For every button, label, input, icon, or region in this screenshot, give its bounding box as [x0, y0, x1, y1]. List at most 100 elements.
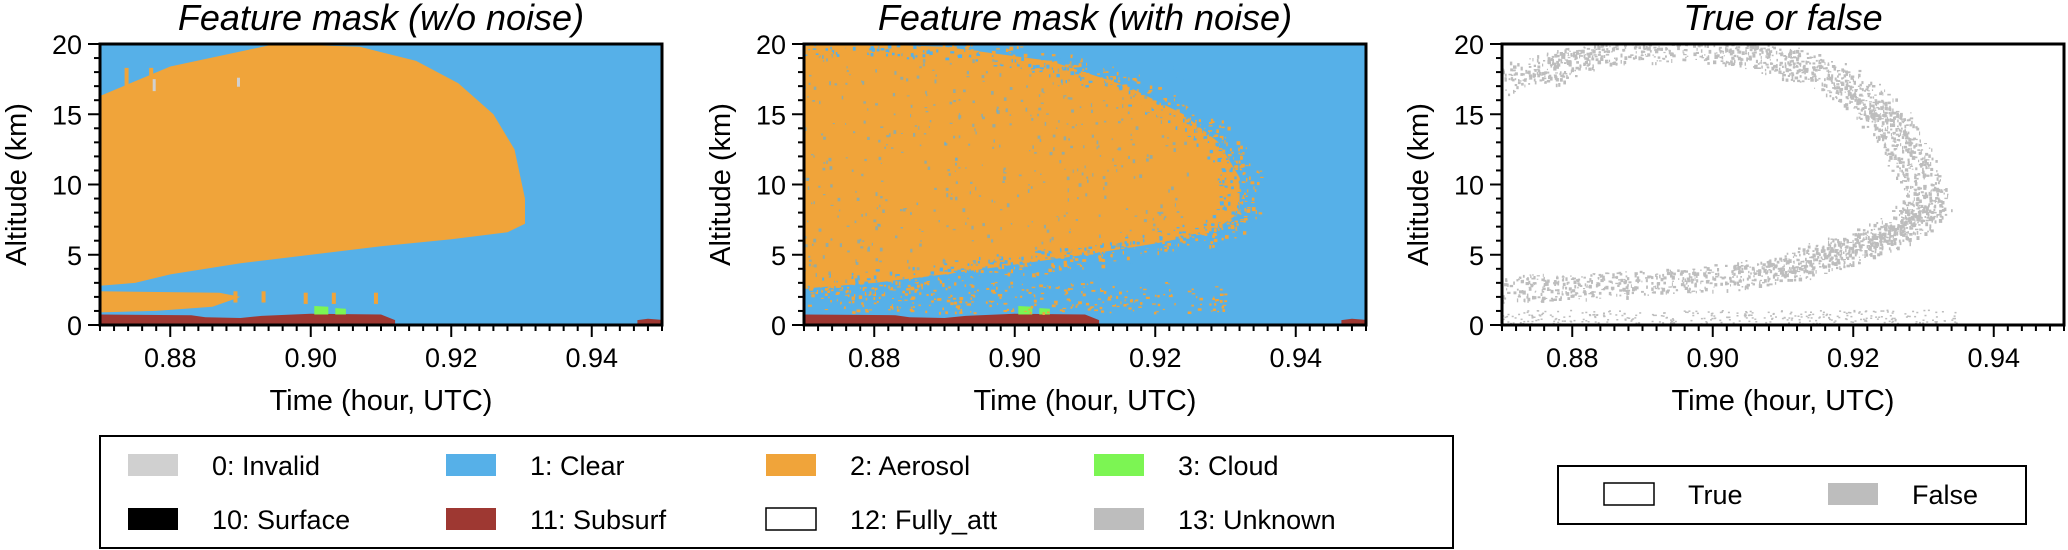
noise-pixel	[1123, 247, 1127, 251]
false-pixel	[1860, 95, 1864, 97]
false-pixel	[1583, 288, 1586, 290]
false-pixel	[1888, 111, 1891, 115]
false-pixel	[1603, 278, 1606, 281]
noise-pixel	[872, 291, 875, 295]
noise-pixel	[1238, 165, 1240, 169]
false-pixel	[1944, 197, 1948, 200]
false-pixel	[1783, 264, 1785, 267]
false-pixel	[1498, 80, 1499, 82]
false-pixel	[1518, 80, 1522, 82]
false-pixel	[1812, 273, 1815, 277]
false-pixel	[1850, 97, 1855, 100]
false-pixel	[1918, 164, 1920, 166]
false-pixel	[1859, 259, 1861, 261]
false-pixel	[1550, 58, 1554, 60]
noise-pixel	[1132, 241, 1136, 245]
false-pixel	[1828, 74, 1830, 76]
false-pixel	[1735, 46, 1738, 50]
noise-pixel	[1157, 251, 1159, 256]
noise-pixel	[928, 126, 930, 128]
noise-pixel	[1187, 290, 1192, 293]
noise-pixel	[1054, 258, 1056, 261]
false-pixel	[1854, 242, 1857, 245]
noise-pixel	[1168, 120, 1171, 124]
noise-pixel	[1017, 194, 1020, 198]
false-pixel	[1657, 47, 1661, 51]
false-pixel	[1791, 270, 1795, 274]
false-pixel	[1597, 46, 1600, 48]
false-pixel	[1579, 53, 1582, 55]
false-pixel	[1720, 282, 1723, 286]
noise-pixel	[1051, 74, 1055, 76]
false-pixel	[1699, 55, 1703, 58]
false-pixel	[1605, 53, 1610, 56]
noise-pixel	[833, 289, 837, 294]
noise-pixel	[1124, 280, 1127, 284]
false-pixel	[1587, 55, 1591, 58]
noise-pixel	[1059, 267, 1062, 271]
false-pixel	[1778, 270, 1781, 272]
false-pixel	[1503, 69, 1505, 73]
noise-pixel	[1210, 118, 1214, 122]
false-pixel	[1873, 245, 1876, 249]
noise-pixel	[1243, 218, 1248, 221]
false-pixel	[1556, 63, 1561, 67]
false-pixel	[1883, 226, 1887, 231]
noise-pixel	[910, 114, 912, 118]
noise-pixel	[1165, 242, 1168, 244]
false-pixel	[1877, 107, 1880, 110]
noise-pixel	[1244, 192, 1246, 195]
false-pixel	[1872, 114, 1876, 118]
false-pixel	[1728, 62, 1731, 66]
noise-pixel	[1130, 243, 1132, 246]
noise-pixel	[1218, 149, 1223, 152]
noise-pixel	[1067, 188, 1069, 193]
noise-pixel	[1210, 241, 1213, 244]
noise-pixel	[1081, 283, 1085, 286]
noise-pixel	[985, 268, 990, 273]
false-pixel	[1543, 276, 1545, 280]
false-pixel	[1851, 250, 1855, 254]
false-pixel	[1620, 60, 1622, 64]
false-pixel	[1805, 67, 1809, 72]
noise-pixel	[953, 270, 958, 273]
false-pixel	[1696, 272, 1700, 276]
noise-pixel	[857, 239, 860, 244]
noise-pixel	[1234, 222, 1237, 226]
false-pixel	[1868, 248, 1872, 251]
false-pixel	[1854, 252, 1857, 257]
noise-pixel	[978, 195, 982, 197]
noise-pixel	[1020, 295, 1023, 298]
noise-pixel	[1153, 223, 1156, 227]
noise-pixel	[1039, 67, 1043, 69]
noise-pixel	[1179, 93, 1182, 98]
noise-pixel	[1197, 232, 1200, 234]
false-pixel	[1914, 224, 1917, 227]
false-pixel	[1778, 70, 1782, 74]
noise-pixel	[1243, 189, 1248, 193]
noise-pixel	[1240, 201, 1242, 206]
false-pixel	[1907, 212, 1909, 216]
noise-pixel	[1194, 113, 1197, 116]
false-pixel	[1857, 235, 1859, 238]
false-pixel	[1915, 215, 1919, 217]
noise-pixel	[834, 279, 837, 283]
false-pixel	[1626, 285, 1629, 290]
false-pixel	[1512, 78, 1515, 82]
false-pixel	[1507, 291, 1511, 294]
false-pixel	[1862, 103, 1866, 106]
false-pixel	[1625, 286, 1628, 289]
false-pixel	[1917, 210, 1922, 214]
false-pixel	[1794, 315, 1797, 317]
noise-pixel	[1175, 236, 1179, 240]
noise-pixel	[897, 51, 902, 54]
false-pixel	[1800, 265, 1803, 268]
false-pixel	[1871, 120, 1874, 123]
false-pixel	[1864, 256, 1866, 258]
false-pixel	[1761, 50, 1764, 54]
false-pixel	[1874, 109, 1877, 112]
noise-pixel	[1138, 249, 1141, 253]
noise-pixel	[1069, 267, 1071, 270]
noise-pixel	[1156, 91, 1161, 95]
noise-pixel	[1209, 130, 1213, 132]
